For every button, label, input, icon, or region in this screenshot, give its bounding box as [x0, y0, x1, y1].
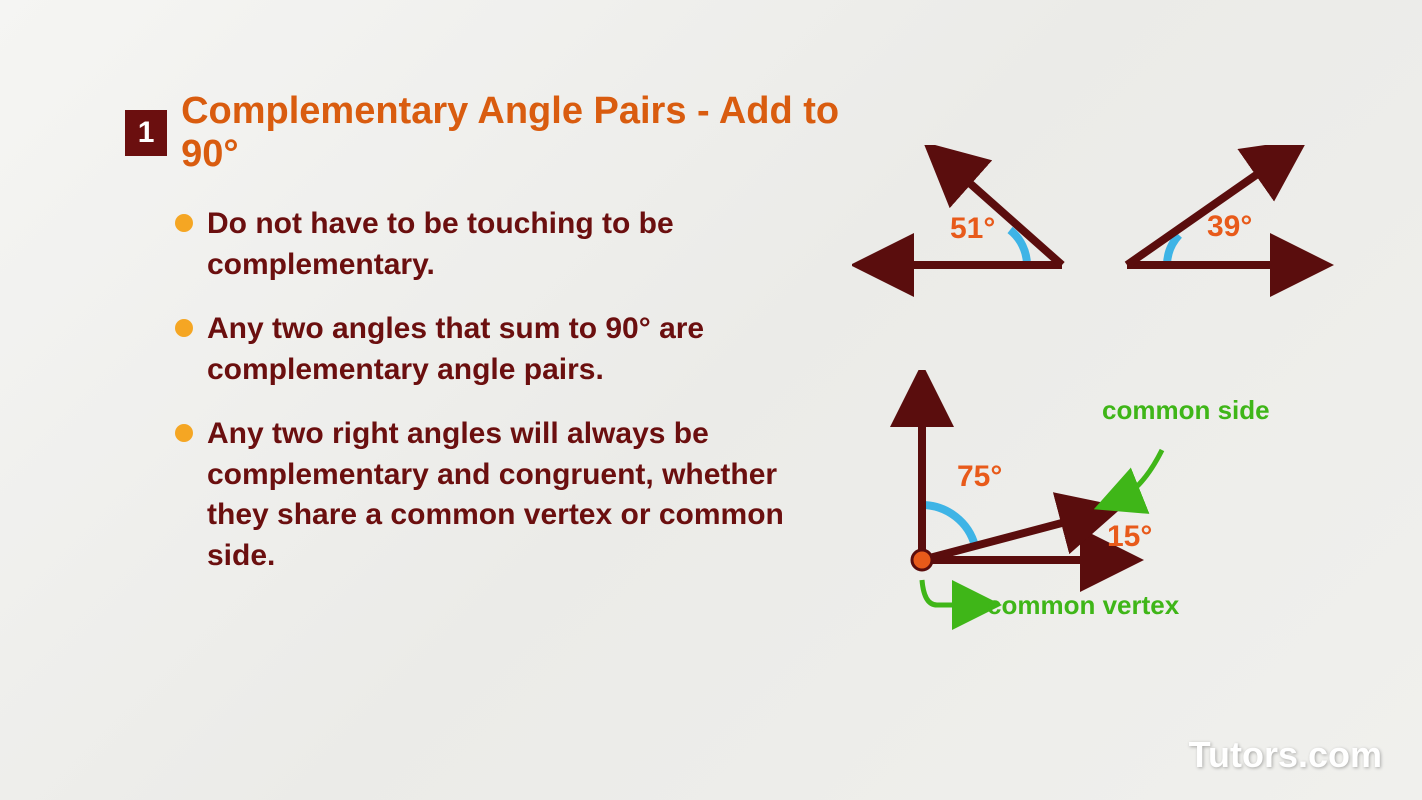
bullet-text: Any two angles that sum to 90° are compl… — [207, 309, 845, 390]
bullet-dot-icon — [175, 319, 193, 337]
watermark: Tutors.com — [1189, 734, 1382, 776]
bullet-item: Any two right angles will always be comp… — [125, 414, 845, 576]
diagram-area: 51° 39° — [882, 160, 1352, 720]
bullet-text: Do not have to be touching to be complem… — [207, 204, 845, 285]
slide-content: 1 Complementary Angle Pairs - Add to 90°… — [125, 90, 845, 600]
angle-15-label: 15° — [1107, 520, 1152, 554]
bullet-dot-icon — [175, 214, 193, 232]
slide-title: Complementary Angle Pairs - Add to 90° — [181, 90, 845, 176]
bullet-item: Any two angles that sum to 90° are compl… — [125, 309, 845, 390]
angle-51-label: 51° — [950, 212, 995, 246]
bullet-item: Do not have to be touching to be complem… — [125, 204, 845, 285]
bullet-text: Any two right angles will always be comp… — [207, 414, 845, 576]
angle-39-label: 39° — [1207, 210, 1252, 244]
slide-number-badge: 1 — [125, 110, 167, 156]
angle-75-label: 75° — [957, 460, 1002, 494]
bullet-dot-icon — [175, 424, 193, 442]
common-vertex-label: common vertex — [987, 590, 1179, 621]
common-side-label: common side — [1102, 395, 1270, 426]
title-row: 1 Complementary Angle Pairs - Add to 90° — [125, 90, 845, 176]
